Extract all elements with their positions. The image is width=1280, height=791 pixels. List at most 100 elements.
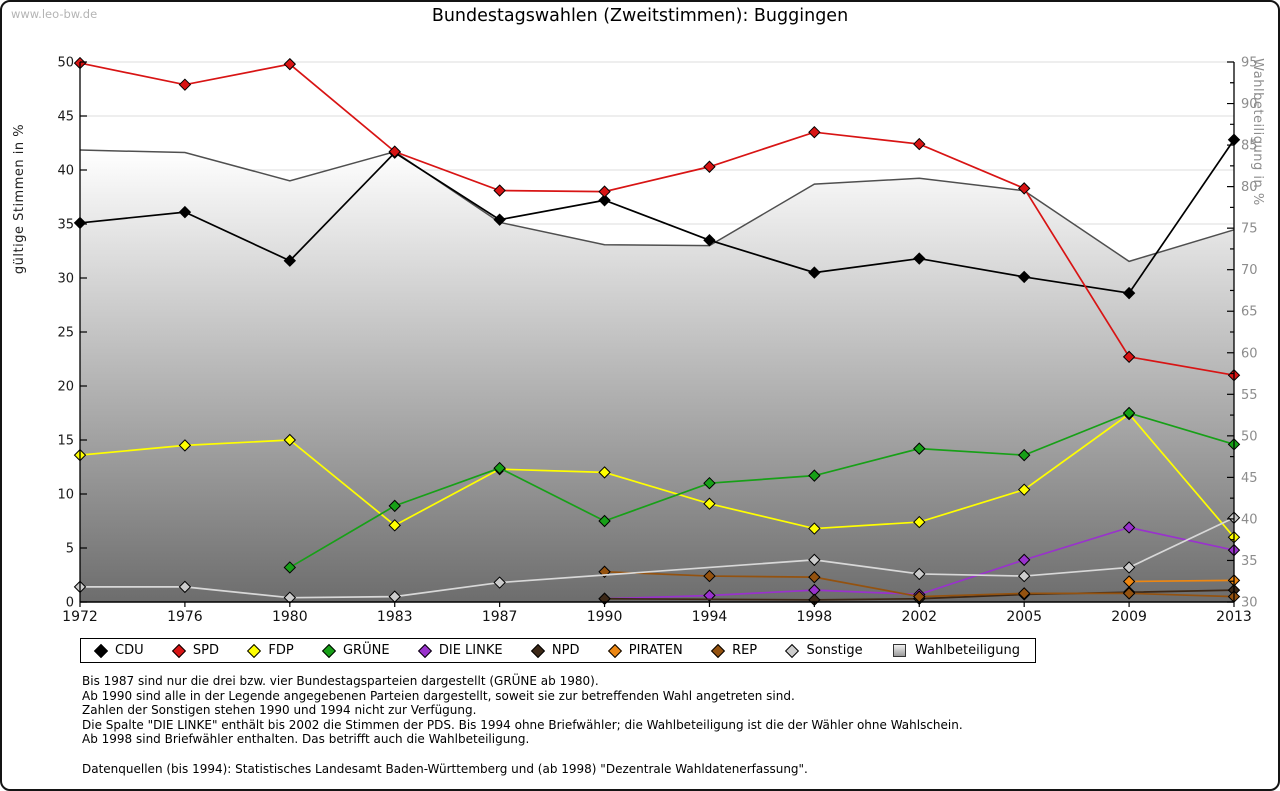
svg-text:25: 25	[57, 326, 74, 341]
legend-marker-wahlbeteiligung	[892, 644, 906, 657]
legend-marker-fdp	[247, 643, 262, 658]
svg-text:95: 95	[1241, 56, 1258, 71]
svg-text:5: 5	[66, 542, 74, 557]
svg-text:75: 75	[1241, 222, 1258, 237]
data-point-spd	[598, 185, 611, 198]
data-point-fdp	[1017, 483, 1031, 496]
svg-text:35: 35	[1241, 554, 1258, 569]
svg-text:2009: 2009	[1111, 609, 1147, 625]
svg-text:40: 40	[57, 164, 74, 179]
svg-text:1983: 1983	[377, 609, 413, 625]
svg-text:20: 20	[57, 380, 74, 395]
svg-text:90: 90	[1241, 97, 1258, 112]
data-point-fdp	[913, 515, 926, 529]
legend-label-fdp: FDP	[268, 643, 294, 658]
data-point-fdp	[598, 466, 611, 479]
footnotes: Bis 1987 sind nur die drei bzw. vier Bun…	[82, 674, 963, 776]
legend-item-grüne: GRÜNE	[321, 643, 390, 658]
series-rep	[598, 565, 1241, 603]
svg-text:85: 85	[1241, 139, 1258, 154]
note-line-2: Ab 1990 sind alle in der Legende angegeb…	[82, 688, 795, 703]
legend: CDU SPD FDP GRÜNE DIE LINKE NPD PIRATEN REP Sons…	[80, 638, 1036, 663]
data-point-spd	[283, 57, 297, 71]
data-point-cdu	[1122, 286, 1136, 300]
data-point-sonstige	[913, 567, 926, 581]
data-point-grüne	[703, 476, 716, 490]
data-point-die-linke	[1017, 553, 1031, 567]
svg-text:2002: 2002	[901, 609, 937, 625]
series-sonstige	[73, 511, 1241, 604]
data-point-cdu	[178, 205, 192, 219]
svg-text:60: 60	[1241, 346, 1258, 361]
data-point-sonstige	[1122, 561, 1136, 574]
data-point-cdu	[703, 233, 716, 247]
data-point-fdp	[703, 497, 716, 510]
legend-marker-spd	[171, 643, 186, 658]
data-point-grüne	[913, 442, 926, 455]
legend-label-wahlbeteiligung: Wahlbeteiligung	[914, 643, 1020, 658]
legend-marker-rep	[710, 643, 726, 658]
note-line-1: Bis 1987 sind nur die drei bzw. vier Bun…	[82, 674, 599, 688]
data-point-cdu	[598, 194, 611, 207]
left-axis-title: gültige Stimmen in %	[12, 123, 27, 275]
data-point-spd	[178, 78, 192, 91]
legend-marker-piraten	[607, 643, 622, 658]
svg-text:10: 10	[57, 488, 74, 503]
svg-text:35: 35	[57, 218, 74, 233]
legend-item-rep: REP	[710, 643, 758, 658]
data-point-piraten	[1122, 575, 1136, 588]
svg-text:40: 40	[1241, 512, 1258, 527]
data-point-spd	[493, 184, 506, 197]
data-point-sonstige	[1017, 569, 1031, 583]
data-point-cdu	[808, 266, 821, 279]
legend-item-piraten: PIRATEN	[607, 643, 683, 658]
svg-text:45: 45	[57, 110, 74, 125]
note-spacer	[82, 747, 963, 762]
data-point-spd	[808, 125, 821, 139]
data-point-spd	[1017, 182, 1031, 195]
data-point-cdu	[493, 213, 506, 226]
data-point-fdp	[283, 433, 297, 447]
data-point-spd	[913, 137, 926, 151]
svg-text:45: 45	[1241, 471, 1258, 486]
legend-item-die-linke: DIE LINKE	[417, 643, 503, 658]
data-point-cdu	[1017, 270, 1031, 284]
svg-text:1987: 1987	[482, 609, 518, 625]
svg-text:30: 30	[1241, 596, 1258, 611]
series-fdp	[73, 407, 1241, 544]
legend-label-rep: REP	[732, 643, 758, 658]
svg-text:50: 50	[1241, 429, 1258, 444]
data-point-grüne	[598, 514, 611, 528]
legend-label-piraten: PIRATEN	[628, 643, 683, 658]
legend-label-cdu: CDU	[115, 643, 144, 658]
data-point-rep	[703, 569, 716, 583]
data-point-fdp	[388, 519, 401, 532]
note-line-3: Zahlen der Sonstigen stehen 1990 und 199…	[82, 703, 477, 718]
data-point-fdp	[178, 439, 192, 452]
data-point-cdu	[913, 252, 926, 265]
data-point-grüne	[283, 561, 297, 574]
note-line-4: Die Spalte "DIE LINKE" enthält bis 2002 …	[82, 717, 963, 732]
site-watermark: www.leo-bw.de	[11, 7, 98, 21]
data-point-rep	[1122, 587, 1136, 600]
data-point-die-linke	[703, 589, 716, 602]
svg-text:1972: 1972	[62, 609, 98, 625]
legend-item-wahlbeteiligung: Wahlbeteiligung	[892, 643, 1020, 658]
data-point-sonstige	[493, 576, 506, 589]
data-point-sonstige	[178, 580, 192, 594]
legend-item-sonstige: Sonstige	[785, 643, 863, 658]
data-point-rep	[808, 570, 821, 584]
svg-text:0: 0	[66, 596, 74, 611]
axes: 0 5 10 15 20 25 30 35 40 45 50 30 35 40 45 50 55 60 65 70 75…	[57, 56, 1257, 626]
svg-text:2013: 2013	[1216, 609, 1252, 625]
svg-text:1990: 1990	[587, 609, 623, 625]
legend-marker-die-linke	[417, 643, 432, 658]
legend-item-cdu: CDU	[93, 643, 144, 658]
svg-text:1976: 1976	[167, 609, 203, 625]
right-axis-title: Wahlbeteiligung in %	[1250, 58, 1265, 206]
data-point-spd	[388, 145, 401, 158]
legend-marker-npd	[530, 643, 545, 658]
legend-marker-sonstige	[785, 643, 800, 658]
